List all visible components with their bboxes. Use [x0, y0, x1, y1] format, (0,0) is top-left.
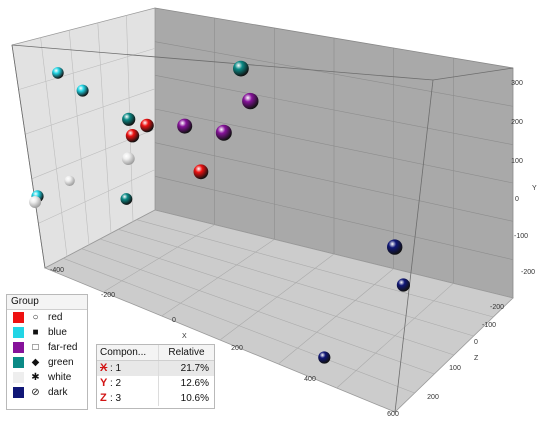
grid-line — [97, 22, 112, 234]
table-row[interactable]: X: 1 21.7% — [97, 361, 214, 376]
color-swatch — [13, 312, 24, 323]
grid-line — [25, 88, 156, 135]
data-point-blue — [52, 67, 64, 79]
y-axis-title: Y — [532, 185, 537, 192]
data-point-red — [193, 164, 209, 180]
legend-item[interactable]: □ far-red — [7, 340, 87, 355]
y-tick-label: 100 — [511, 158, 523, 165]
component-label: : 3 — [110, 393, 122, 404]
grid-line — [38, 169, 156, 224]
axis-ticks: -400 -200 0 200 400 600 -200 -100 0 100 200 300 200 1… — [50, 80, 537, 418]
header-relative[interactable]: Relative — [168, 347, 205, 358]
box-front-edges — [11, 44, 514, 413]
color-swatch — [13, 387, 24, 398]
x-axis-title: X — [182, 333, 187, 340]
legend-label: red — [48, 312, 63, 323]
data-point-white — [29, 196, 42, 208]
z-axis-icon: Z — [100, 392, 107, 404]
grid-line — [136, 219, 494, 318]
relative-value: 12.6% — [180, 378, 209, 389]
marker-icon: ○ — [32, 312, 39, 323]
header-component[interactable]: Compon... — [97, 345, 159, 360]
data-point-far-red — [242, 92, 259, 110]
data-point-far-red — [177, 118, 193, 134]
data-point-green — [233, 60, 249, 77]
legend-item[interactable]: ◆ green — [7, 355, 87, 370]
marker-icon: ■ — [32, 327, 39, 338]
z-axis-title: Z — [474, 355, 479, 362]
z-tick-label: 0 — [474, 339, 478, 346]
data-point-green — [120, 193, 133, 205]
color-swatch — [13, 372, 24, 383]
data-point-dark — [387, 239, 403, 255]
y-tick-label: 300 — [511, 80, 523, 87]
legend-item[interactable]: ○ red — [7, 310, 87, 325]
x-tick-label: 400 — [304, 376, 316, 383]
data-point-green — [122, 112, 136, 126]
legend-item[interactable]: ■ blue — [7, 325, 87, 340]
component-label: : 1 — [110, 363, 122, 374]
z-tick-label: 100 — [449, 365, 461, 372]
relative-value: 21.7% — [180, 363, 209, 374]
x-tick-label: -200 — [101, 292, 115, 299]
data-point-far-red — [215, 124, 232, 141]
legend-label: blue — [48, 327, 67, 338]
x-tick-label: 200 — [231, 345, 243, 352]
marker-icon: □ — [32, 342, 39, 353]
data-point-blue — [76, 84, 89, 97]
data-point-red — [125, 129, 140, 143]
grid-line — [154, 176, 514, 260]
y-tick-label: -100 — [514, 233, 528, 240]
data-point-red — [140, 118, 154, 133]
marker-icon: ◆ — [31, 357, 40, 368]
data-points — [29, 60, 410, 364]
legend-item[interactable]: ⊘ dark — [7, 385, 87, 400]
y-tick-label: 0 — [515, 196, 519, 203]
grid-lines — [18, 15, 514, 394]
color-swatch — [13, 327, 24, 338]
table-row[interactable]: Z: 3 10.6% — [97, 391, 214, 406]
data-point-dark — [318, 351, 331, 364]
y-tick-label: -200 — [521, 269, 535, 276]
legend-item[interactable]: ✱ white — [7, 370, 87, 385]
y-tick-label: 200 — [511, 119, 523, 126]
z-tick-label: -200 — [490, 304, 504, 311]
table-header: Compon... Relative — [97, 345, 214, 361]
data-point-dark — [396, 278, 410, 292]
color-swatch — [13, 357, 24, 368]
legend-label: white — [48, 372, 72, 383]
legend-label: green — [48, 357, 74, 368]
marker-icon: ⊘ — [31, 387, 40, 398]
legend-label: far-red — [48, 342, 78, 353]
y-axis-icon: Y — [100, 377, 108, 389]
marker-icon: ✱ — [31, 372, 40, 383]
variance-table: Compon... Relative X: 1 21.7% Y: 2 12.6%… — [96, 344, 215, 409]
legend: Group ○ red ■ blue □ far-red ◆ green ✱ white ⊘ dark — [6, 294, 88, 410]
grid-line — [40, 37, 68, 257]
z-tick-label: 200 — [427, 394, 439, 401]
x-axis-icon: X — [100, 362, 108, 374]
legend-label: dark — [48, 387, 68, 398]
x-tick-label: -400 — [50, 267, 64, 274]
data-point-white — [121, 152, 135, 166]
z-tick-label: -100 — [482, 322, 496, 329]
color-swatch — [13, 342, 24, 353]
legend-title: Group — [7, 295, 87, 310]
table-row[interactable]: Y: 2 12.6% — [97, 376, 214, 391]
data-point-white — [64, 175, 75, 186]
grid-line — [68, 30, 90, 245]
relative-value: 10.6% — [180, 393, 209, 404]
x-tick-label: 600 — [387, 411, 399, 418]
component-label: : 2 — [110, 378, 122, 389]
x-tick-label: 0 — [172, 317, 176, 324]
